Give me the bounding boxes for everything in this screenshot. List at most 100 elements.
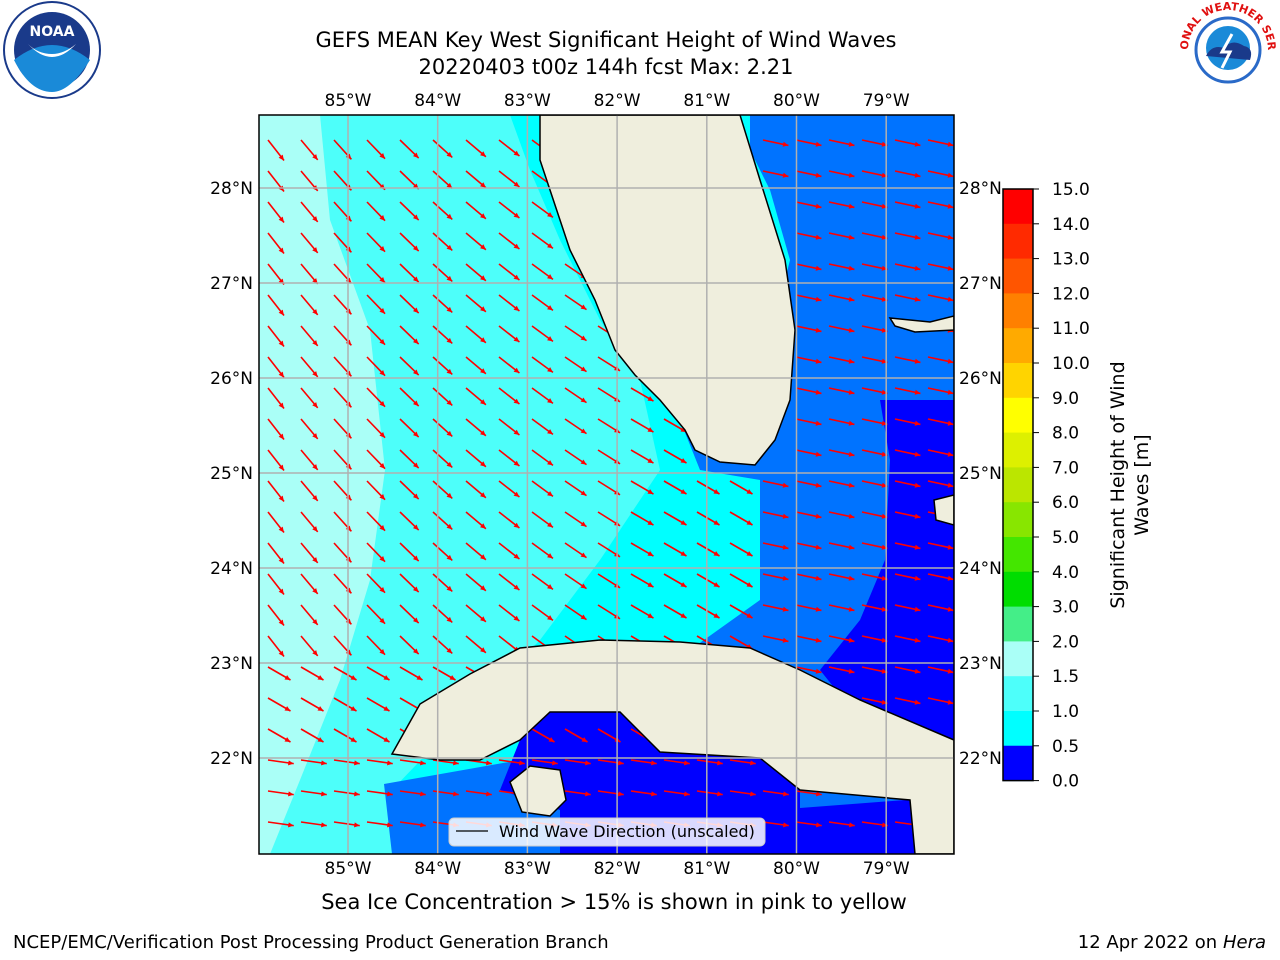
wind-wave-arrowhead <box>278 526 285 533</box>
wind-wave-arrowhead <box>480 461 486 467</box>
wind-wave-arrowhead <box>848 327 855 333</box>
wind-wave-arrowhead <box>446 616 453 623</box>
wind-wave-arrowhead <box>848 420 855 426</box>
wind-wave-arrowhead <box>914 172 921 178</box>
lon-tick-label: 79°W <box>863 859 910 879</box>
lat-ticks-right: 28°N 27°N 26°N 25°N 24°N 23°N 22°N <box>959 179 1002 769</box>
colorbar-tick-label: 0.0 <box>1052 772 1079 792</box>
wind-wave-arrowhead <box>480 523 486 529</box>
wind-wave-arrowhead <box>816 791 822 797</box>
wind-wave-arrowhead <box>284 675 291 680</box>
wind-wave-arrowhead <box>647 613 654 619</box>
wind-wave-arrowhead <box>513 274 520 281</box>
wind-wave-arrowhead <box>647 396 654 402</box>
colorbar-tick-label: 1.5 <box>1052 667 1079 687</box>
cuba-land <box>390 639 954 854</box>
wind-wave-arrowhead <box>379 587 386 593</box>
wind-wave-arrowhead <box>312 619 318 625</box>
wind-wave-arrowhead <box>446 368 453 375</box>
wind-wave-arrowhead <box>354 822 360 828</box>
colorbar-segment <box>1003 189 1033 225</box>
wind-wave-arrowhead <box>680 551 687 556</box>
wind-wave-arrowhead <box>815 513 822 519</box>
wind-wave-arrowhead <box>412 400 419 407</box>
colorbar-segment <box>1003 711 1033 747</box>
wind-wave-arrowhead <box>947 637 954 643</box>
wind-wave-arrowhead <box>278 557 285 564</box>
wind-wave-arrowhead <box>480 554 486 560</box>
wind-wave-arrowhead <box>947 234 954 240</box>
wind-wave-arrowhead <box>815 265 822 271</box>
wind-wave-arrowhead <box>746 520 753 525</box>
wind-wave-arrowhead <box>815 234 822 240</box>
wind-wave-arrowhead <box>914 482 921 488</box>
lat-tick-label: 23°N <box>959 654 1002 674</box>
lat-tick-label: 27°N <box>959 274 1002 294</box>
wind-wave-arrowhead <box>412 648 419 655</box>
wind-wave-arrowhead <box>647 551 654 557</box>
wind-wave-arrowhead <box>278 309 285 316</box>
wind-wave-arrowhead <box>412 586 419 593</box>
wind-wave-arrowhead <box>914 668 921 674</box>
wind-wave-arrowhead <box>914 420 921 426</box>
wind-wave-arrowhead <box>914 203 921 209</box>
wind-wave-arrowhead <box>947 668 954 674</box>
colorbar-segment <box>1003 467 1033 503</box>
wind-wave-arrowhead <box>815 420 822 426</box>
wind-wave-arrowhead <box>480 213 486 219</box>
wind-wave-arrowhead <box>914 606 921 612</box>
wind-wave-arrowhead <box>513 367 520 374</box>
wind-wave-arrowhead <box>552 760 558 766</box>
wind-wave-arrowhead <box>782 637 789 643</box>
wind-wave-arrowhead <box>278 588 285 595</box>
wind-wave-arrowhead <box>849 822 855 828</box>
wind-wave-arrowhead <box>449 675 456 680</box>
wind-wave-arrowhead <box>379 649 386 655</box>
wind-wave-arrowhead <box>815 141 822 147</box>
colorbar-tick-label: 6.0 <box>1052 493 1079 513</box>
colorbar-label-line1: Significant Height of Wind <box>1107 361 1129 608</box>
lon-tick-label: 81°W <box>683 859 730 879</box>
wind-wave-arrowhead <box>278 371 285 378</box>
colorbar-segment <box>1003 328 1033 364</box>
wind-wave-arrowhead <box>680 520 687 525</box>
colorbar-segment <box>1003 502 1033 538</box>
colorbar-tick-label: 9.0 <box>1052 389 1079 409</box>
wind-wave-arrowhead <box>618 791 624 797</box>
wind-wave-arrowhead <box>783 791 789 797</box>
wind-wave-arrowhead <box>317 675 324 680</box>
wind-wave-arrowhead <box>354 760 360 766</box>
wind-wave-arrowhead <box>278 433 285 440</box>
wind-wave-arrowhead <box>453 760 459 766</box>
wind-wave-arrowhead <box>848 203 855 209</box>
wind-wave-arrowhead <box>647 520 654 526</box>
wind-wave-arrowhead <box>284 737 291 742</box>
wind-wave-arrowhead <box>815 544 822 550</box>
wind-wave-arrowhead <box>312 371 318 377</box>
wind-wave-arrowhead <box>713 551 720 556</box>
lat-tick-label: 24°N <box>210 559 253 579</box>
wind-wave-arrowhead <box>684 791 690 797</box>
wind-wave-arrowhead <box>914 265 921 271</box>
colorbar-segment <box>1003 745 1033 781</box>
footer-date: 12 Apr 2022 on <box>1077 932 1223 953</box>
wind-wave-arrowhead <box>585 760 591 766</box>
colorbar-tick-label: 8.0 <box>1052 424 1079 444</box>
wind-wave-arrowhead <box>914 234 921 240</box>
colorbar-tick-label: 4.0 <box>1052 563 1079 583</box>
wind-wave-arrowhead <box>848 141 855 147</box>
wind-wave-arrowhead <box>947 203 954 209</box>
wind-wave-arrowhead <box>312 216 318 222</box>
wind-wave-arrowhead <box>312 433 318 439</box>
wind-wave-arrowhead <box>782 482 789 488</box>
lat-tick-label: 22°N <box>959 749 1002 769</box>
wind-wave-arrowhead <box>848 637 855 643</box>
wind-wave-arrowhead <box>288 760 294 766</box>
wind-wave-arrowhead <box>379 308 386 314</box>
wind-wave-arrowhead <box>480 182 486 188</box>
wind-wave-arrowhead <box>278 247 285 254</box>
wind-wave-arrowhead <box>278 154 285 161</box>
wind-wave-arrowhead <box>379 401 386 407</box>
colorbar-frame <box>1002 188 1034 782</box>
